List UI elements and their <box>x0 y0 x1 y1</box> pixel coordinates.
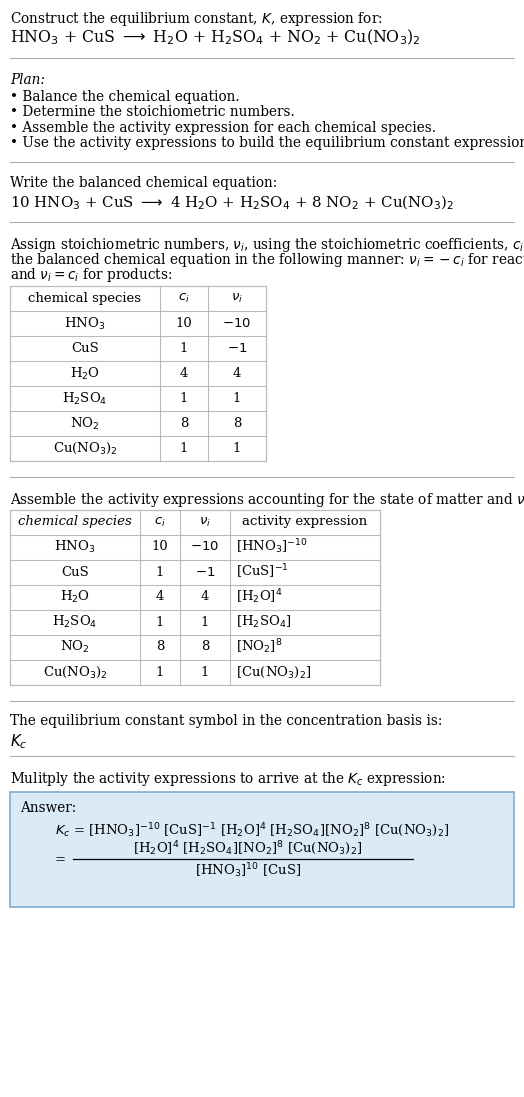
Text: Mulitply the activity expressions to arrive at the $K_c$ expression:: Mulitply the activity expressions to arr… <box>10 770 446 788</box>
Text: 4: 4 <box>180 367 188 380</box>
Text: • Use the activity expressions to build the equilibrium constant expression.: • Use the activity expressions to build … <box>10 136 524 150</box>
Text: CuS: CuS <box>71 342 99 355</box>
Text: 10: 10 <box>151 541 168 554</box>
Text: Cu(NO$_3$)$_2$: Cu(NO$_3$)$_2$ <box>42 665 107 680</box>
Text: $-10$: $-10$ <box>191 541 220 554</box>
Text: and $\nu_i = c_i$ for products:: and $\nu_i = c_i$ for products: <box>10 267 172 284</box>
Text: 4: 4 <box>233 367 241 380</box>
Text: • Assemble the activity expression for each chemical species.: • Assemble the activity expression for e… <box>10 121 436 135</box>
Bar <box>10 509 380 685</box>
Text: Cu(NO$_3$)$_2$: Cu(NO$_3$)$_2$ <box>52 441 117 456</box>
Text: 1: 1 <box>233 392 241 405</box>
Text: 1: 1 <box>201 666 209 679</box>
Text: $c_i$: $c_i$ <box>154 516 166 529</box>
Text: 1: 1 <box>201 615 209 629</box>
Text: 1: 1 <box>156 565 164 578</box>
Text: 10: 10 <box>176 317 192 330</box>
Bar <box>10 286 266 461</box>
Text: HNO$_3$: HNO$_3$ <box>54 539 95 555</box>
Text: [H$_2$O]$^4$: [H$_2$O]$^4$ <box>236 588 282 607</box>
Text: H$_2$O: H$_2$O <box>70 365 100 382</box>
Text: [NO$_2$]$^8$: [NO$_2$]$^8$ <box>236 637 282 656</box>
Text: 4: 4 <box>201 590 209 603</box>
Text: 8: 8 <box>180 417 188 430</box>
Text: the balanced chemical equation in the following manner: $\nu_i = -c_i$ for react: the balanced chemical equation in the fo… <box>10 251 524 269</box>
Text: $K_c$ = [HNO$_3$]$^{-10}$ [CuS]$^{-1}$ [H$_2$O]$^4$ [H$_2$SO$_4$][NO$_2$]$^8$ [C: $K_c$ = [HNO$_3$]$^{-10}$ [CuS]$^{-1}$ [… <box>55 822 450 839</box>
Text: Plan:: Plan: <box>10 73 45 88</box>
Text: [HNO$_3$]$^{10}$ [CuS]: [HNO$_3$]$^{10}$ [CuS] <box>195 861 301 880</box>
Text: CuS: CuS <box>61 565 89 578</box>
Text: The equilibrium constant symbol in the concentration basis is:: The equilibrium constant symbol in the c… <box>10 714 442 728</box>
Text: Assemble the activity expressions accounting for the state of matter and $\nu_i$: Assemble the activity expressions accoun… <box>10 491 524 509</box>
Text: 1: 1 <box>156 615 164 629</box>
Text: H$_2$SO$_4$: H$_2$SO$_4$ <box>52 614 97 630</box>
Text: 1: 1 <box>180 342 188 355</box>
Text: $\nu_i$: $\nu_i$ <box>231 292 243 305</box>
Text: activity expression: activity expression <box>243 516 367 529</box>
Text: 1: 1 <box>233 442 241 455</box>
Text: [CuS]$^{-1}$: [CuS]$^{-1}$ <box>236 563 289 581</box>
Text: HNO$_3$: HNO$_3$ <box>64 316 106 331</box>
FancyBboxPatch shape <box>10 792 514 906</box>
Text: 8: 8 <box>201 641 209 654</box>
Text: NO$_2$: NO$_2$ <box>60 638 90 655</box>
Text: $\nu_i$: $\nu_i$ <box>199 516 211 529</box>
Text: $K_c$: $K_c$ <box>10 732 27 750</box>
Text: 1: 1 <box>180 442 188 455</box>
Text: H$_2$SO$_4$: H$_2$SO$_4$ <box>62 391 107 407</box>
Text: Construct the equilibrium constant, $K$, expression for:: Construct the equilibrium constant, $K$,… <box>10 10 383 29</box>
Text: [H$_2$O]$^4$ [H$_2$SO$_4$][NO$_2$]$^8$ [Cu(NO$_3$)$_2$]: [H$_2$O]$^4$ [H$_2$SO$_4$][NO$_2$]$^8$ [… <box>133 839 363 858</box>
Text: $c_i$: $c_i$ <box>178 292 190 305</box>
Text: [H$_2$SO$_4$]: [H$_2$SO$_4$] <box>236 614 291 630</box>
Text: $-1$: $-1$ <box>195 565 215 578</box>
Text: Write the balanced chemical equation:: Write the balanced chemical equation: <box>10 176 277 190</box>
Text: [Cu(NO$_3$)$_2$]: [Cu(NO$_3$)$_2$] <box>236 665 311 680</box>
Text: $-10$: $-10$ <box>223 317 252 330</box>
Text: 4: 4 <box>156 590 164 603</box>
Text: HNO$_3$ + CuS $\longrightarrow$ H$_2$O + H$_2$SO$_4$ + NO$_2$ + Cu(NO$_3$)$_2$: HNO$_3$ + CuS $\longrightarrow$ H$_2$O +… <box>10 27 421 47</box>
Text: 8: 8 <box>156 641 164 654</box>
Text: 8: 8 <box>233 417 241 430</box>
Text: H$_2$O: H$_2$O <box>60 589 90 606</box>
Text: chemical species: chemical species <box>28 292 141 305</box>
Text: 1: 1 <box>180 392 188 405</box>
Text: $-1$: $-1$ <box>227 342 247 355</box>
Text: =: = <box>55 853 66 866</box>
Text: [HNO$_3$]$^{-10}$: [HNO$_3$]$^{-10}$ <box>236 538 308 556</box>
Text: Assign stoichiometric numbers, $\nu_i$, using the stoichiometric coefficients, $: Assign stoichiometric numbers, $\nu_i$, … <box>10 236 524 253</box>
Text: NO$_2$: NO$_2$ <box>70 416 100 431</box>
Text: 10 HNO$_3$ + CuS $\longrightarrow$ 4 H$_2$O + H$_2$SO$_4$ + 8 NO$_2$ + Cu(NO$_3$: 10 HNO$_3$ + CuS $\longrightarrow$ 4 H$_… <box>10 193 454 212</box>
Text: 1: 1 <box>156 666 164 679</box>
Text: Answer:: Answer: <box>20 802 77 815</box>
Text: • Determine the stoichiometric numbers.: • Determine the stoichiometric numbers. <box>10 105 294 120</box>
Text: chemical species: chemical species <box>18 516 132 529</box>
Text: • Balance the chemical equation.: • Balance the chemical equation. <box>10 90 239 104</box>
